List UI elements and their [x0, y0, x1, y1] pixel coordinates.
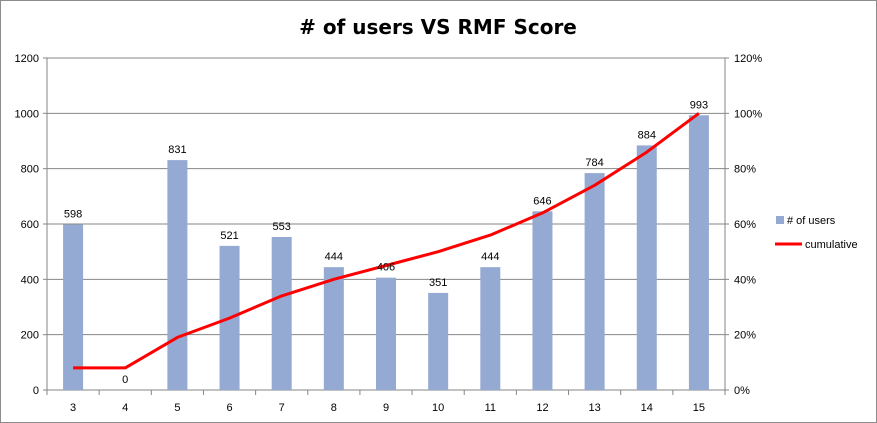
cumulative-line: [73, 112, 700, 370]
y-tick-label: 0: [33, 385, 39, 397]
bar: [532, 211, 553, 390]
data-label: 521: [220, 230, 238, 242]
data-label: 884: [638, 129, 656, 141]
y2-tick-label: 60%: [734, 219, 756, 231]
bar: [584, 173, 605, 390]
y-tick-label: 400: [21, 274, 39, 286]
y2-tick-label: 80%: [734, 164, 756, 176]
tick-labels: 0 0% 200 20% 400 40% 600 60% 800 80% 1000 100% 1200 1…: [15, 53, 763, 414]
x-tick-label: 8: [331, 402, 337, 414]
bar: [376, 277, 396, 390]
bar: [636, 145, 657, 390]
x-tick-label: 13: [588, 402, 600, 414]
data-label: 598: [64, 209, 82, 221]
bar: [428, 292, 449, 390]
y2-tick-label: 0%: [734, 385, 750, 397]
y2-tick-label: 20%: [734, 330, 756, 342]
data-label: 0: [122, 374, 128, 386]
axes: [43, 57, 729, 395]
legend-label-cumulative: cumulative: [805, 239, 858, 251]
y2-tick-label: 100%: [734, 108, 762, 120]
bar-series: [63, 115, 709, 391]
y2-tick-label: 120%: [734, 53, 762, 65]
chart-title: # of users VS RMF Score: [299, 15, 577, 39]
bar: [167, 160, 188, 390]
bar: [63, 224, 84, 390]
data-label: 553: [273, 221, 291, 233]
x-tick-label: 10: [432, 402, 444, 414]
data-labels: 598 0 831 521 553 444 406 351 444 646 784 884 993: [64, 99, 708, 386]
y-tick-label: 200: [21, 330, 39, 342]
x-tick-label: 9: [383, 402, 389, 414]
data-label: 351: [429, 277, 447, 289]
x-tick-label: 15: [693, 402, 705, 414]
legend-label-users: # of users: [787, 215, 836, 227]
line-series: [73, 112, 700, 370]
x-tick-label: 6: [226, 402, 232, 414]
y-tick-label: 800: [21, 164, 39, 176]
bar: [323, 267, 344, 390]
data-label: 406: [377, 262, 395, 274]
bar: [271, 237, 292, 390]
legend-swatch-users: [776, 216, 784, 224]
gridlines: [47, 57, 725, 336]
data-label: 831: [168, 144, 186, 156]
x-tick-label: 7: [279, 402, 285, 414]
y-tick-label: 1000: [15, 108, 39, 120]
y-tick-label: 600: [21, 219, 39, 231]
x-tick-label: 12: [536, 402, 548, 414]
x-tick-label: 11: [485, 402, 496, 414]
x-tick-label: 3: [70, 402, 76, 414]
bar: [688, 115, 709, 391]
bar: [480, 267, 501, 390]
data-label: 444: [481, 251, 499, 263]
data-label: 784: [585, 157, 603, 169]
data-label: 646: [533, 195, 551, 207]
legend: # of users cumulative: [775, 215, 858, 251]
x-tick-label: 14: [641, 402, 653, 414]
data-label: 993: [690, 99, 708, 111]
data-label: 444: [325, 251, 343, 263]
x-tick-label: 4: [122, 402, 128, 414]
x-tick-label: 5: [174, 402, 180, 414]
y2-tick-label: 40%: [734, 274, 756, 286]
y-tick-label: 1200: [15, 53, 39, 65]
